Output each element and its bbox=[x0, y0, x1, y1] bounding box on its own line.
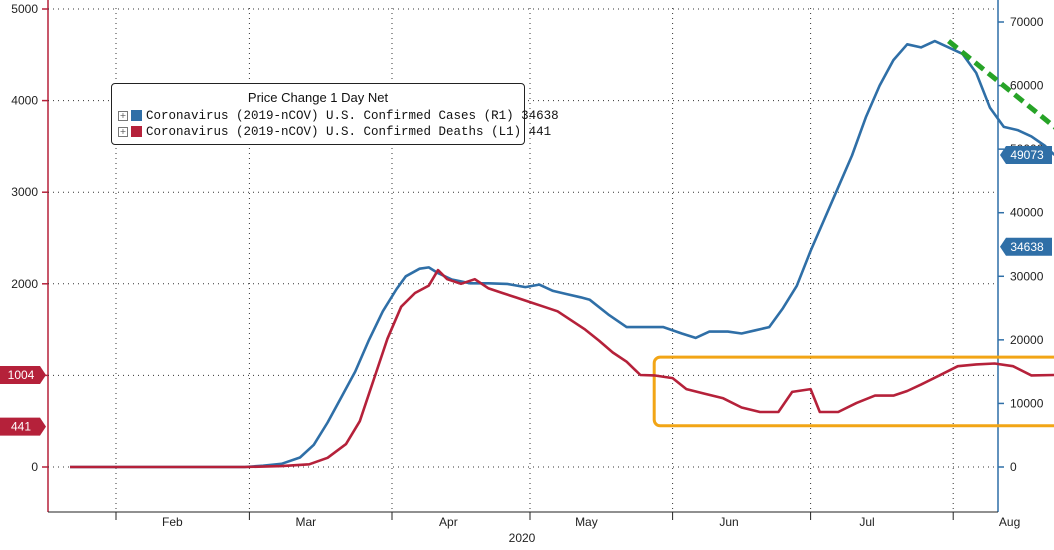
right-tick-label: 40000 bbox=[1010, 206, 1044, 220]
left-tick-label: 4000 bbox=[11, 94, 38, 108]
right-tick-label: 60000 bbox=[1010, 79, 1044, 93]
left-value-badge-label: 441 bbox=[11, 420, 31, 434]
right-tick-label: 70000 bbox=[1010, 15, 1044, 29]
legend-label-deaths: Coronavirus (2019-nCOV) U.S. Confirmed D… bbox=[146, 125, 484, 139]
legend-entry-deaths[interactable]: + Coronavirus (2019-nCOV) U.S. Confirmed … bbox=[118, 125, 551, 139]
left-tick-label: 0 bbox=[31, 460, 38, 474]
trend-arrow bbox=[947, 39, 1054, 130]
x-tick-label: Aug bbox=[999, 515, 1020, 529]
x-tick-label: Apr bbox=[439, 515, 458, 529]
legend-axis-deaths: (L1) bbox=[491, 125, 522, 139]
left-tick-label: 5000 bbox=[11, 2, 38, 16]
legend-entry-cases[interactable]: + Coronavirus (2019-nCOV) U.S. Confirmed … bbox=[118, 109, 559, 123]
right-value-badge-label: 49073 bbox=[1010, 148, 1044, 162]
expand-icon[interactable]: + bbox=[118, 110, 128, 121]
expand-icon[interactable]: + bbox=[118, 126, 128, 137]
legend-axis-cases: (R1) bbox=[483, 109, 514, 123]
series-line-deaths bbox=[70, 268, 1054, 469]
right-value-badge bbox=[1000, 146, 1052, 165]
highlight-box bbox=[652, 355, 1054, 428]
x-tick-label: Jul bbox=[859, 515, 874, 529]
left-tick-label: 2000 bbox=[11, 277, 38, 291]
legend-swatch-cases bbox=[131, 110, 142, 122]
right-value-badge bbox=[1000, 237, 1052, 256]
legend: Price Change 1 Day Net + Coronavirus (201… bbox=[111, 83, 559, 145]
x-group-label: 2020 bbox=[509, 531, 536, 545]
x-tick-label: Jun bbox=[719, 515, 738, 529]
x-tick-label: Mar bbox=[295, 515, 316, 529]
legend-value-cases: 34638 bbox=[521, 109, 559, 123]
left-value-badge-label: 1004 bbox=[8, 368, 35, 382]
series-line-cases bbox=[70, 39, 1054, 469]
legend-label-cases: Coronavirus (2019-nCOV) U.S. Confirmed C… bbox=[146, 109, 477, 123]
left-tick-label: 3000 bbox=[11, 185, 38, 199]
legend-title: Price Change 1 Day Net bbox=[247, 90, 389, 105]
left-value-badge bbox=[0, 417, 46, 436]
right-tick-label: 30000 bbox=[1010, 269, 1044, 283]
x-tick-label: Feb bbox=[162, 515, 183, 529]
legend-swatch-deaths bbox=[131, 126, 142, 138]
legend-value-deaths: 441 bbox=[528, 125, 552, 139]
left-value-badge bbox=[0, 366, 46, 385]
right-tick-label: 20000 bbox=[1010, 333, 1044, 347]
right-tick-label: 10000 bbox=[1010, 396, 1044, 410]
right-value-badge-label: 34638 bbox=[1010, 240, 1044, 254]
x-tick-label: May bbox=[575, 515, 598, 529]
right-tick-label: 0 bbox=[1010, 460, 1017, 474]
